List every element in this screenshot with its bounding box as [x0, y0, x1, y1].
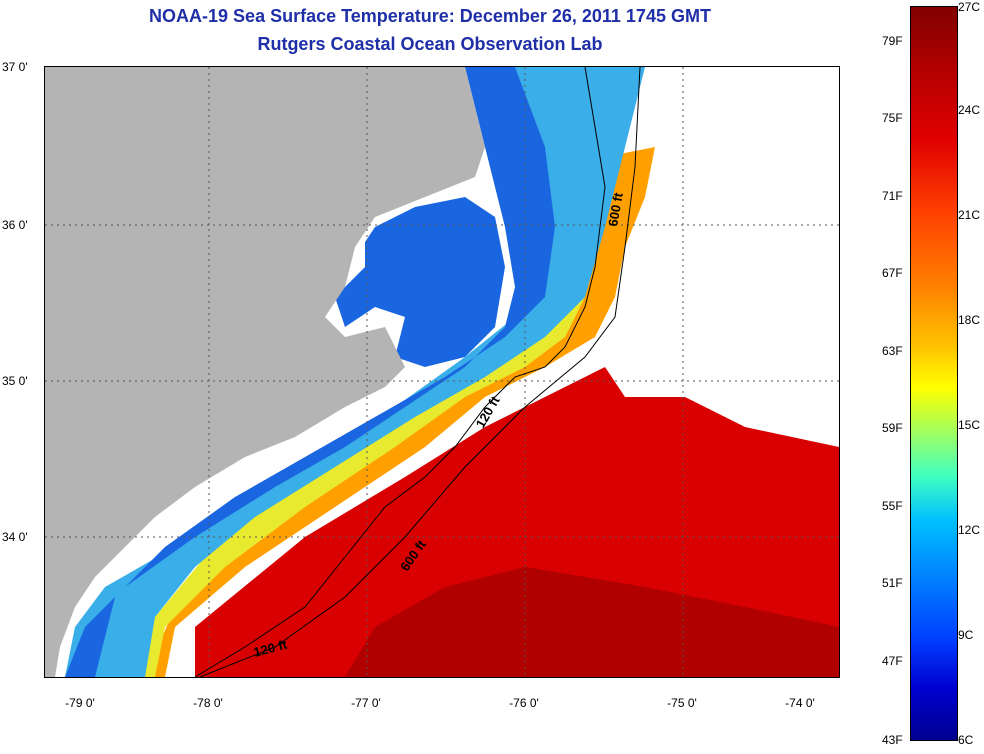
nearshore-cold-water	[65, 67, 555, 677]
latitude-label: 36 0'	[2, 218, 28, 232]
isobath-600ft	[199, 67, 641, 677]
colorbar-celsius-label: 21C	[958, 208, 981, 222]
longitude-label: -74 0'	[785, 696, 815, 710]
colorbar-celsius-label: 27C	[958, 0, 981, 14]
yellow-water-band	[135, 247, 590, 677]
transition-water-band	[145, 147, 655, 677]
isobath-120ft	[194, 67, 606, 677]
map-title: NOAA-19 Sea Surface Temperature: Decembe…	[149, 6, 711, 26]
colorbar-fahrenheit-label: 75F	[882, 111, 903, 125]
colorbar-celsius-label: 12C	[958, 523, 981, 537]
colorbar-fahrenheit-label: 59F	[882, 421, 903, 435]
longitude-label: -79 0'	[65, 696, 95, 710]
pamlico-sound	[335, 197, 505, 367]
colorbar-celsius-label: 24C	[958, 103, 981, 117]
longitude-label: -76 0'	[509, 696, 539, 710]
sst-map: 600 ft 120 ft 600 ft 120 ft	[44, 66, 840, 678]
colorbar-fahrenheit-label: 63F	[882, 344, 903, 358]
colorbar-fahrenheit-label: 43F	[882, 733, 903, 747]
map-subtitle: Rutgers Coastal Ocean Observation Lab	[257, 34, 603, 54]
land-mass	[45, 67, 485, 677]
colorbar-celsius-label: 18C	[958, 313, 981, 327]
colorbar-fahrenheit-label: 71F	[882, 189, 903, 203]
latitude-label: 37 0'	[2, 60, 28, 74]
colorbar-celsius-label: 9C	[958, 628, 974, 642]
latitude-label: 35 0'	[2, 374, 28, 388]
colorbar-fahrenheit-label: 67F	[882, 266, 903, 280]
deep-warm-water	[345, 567, 839, 677]
longitude-label: -75 0'	[667, 696, 697, 710]
colorbar-celsius-label: 15C	[958, 418, 981, 432]
sst-map-canvas: 600 ft 120 ft 600 ft 120 ft	[45, 67, 839, 677]
colorbar-fahrenheit-label: 51F	[882, 576, 903, 590]
colorbar-fahrenheit-label: 47F	[882, 654, 903, 668]
temperature-colorbar	[910, 6, 958, 741]
isobath-label: 600 ft	[605, 191, 626, 228]
colorbar-celsius-label: 6C	[958, 733, 974, 747]
colorbar-fahrenheit-label: 79F	[882, 34, 903, 48]
graticule	[45, 67, 839, 677]
latitude-label: 34 0'	[2, 530, 28, 544]
longitude-label: -78 0'	[193, 696, 223, 710]
longitude-label: -77 0'	[351, 696, 381, 710]
colorbar-fahrenheit-label: 55F	[882, 499, 903, 513]
